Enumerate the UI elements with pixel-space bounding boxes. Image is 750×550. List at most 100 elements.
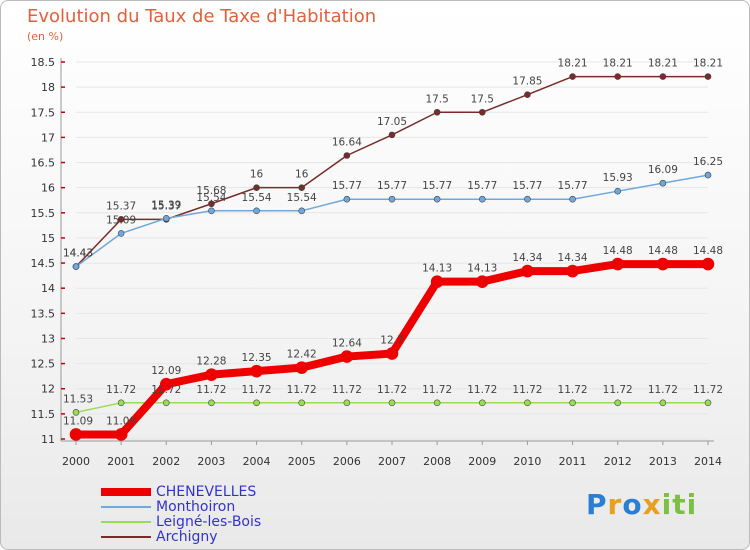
data-point <box>205 368 218 381</box>
data-point <box>433 399 441 407</box>
line-chart: 11 11.5 12 12.5 13 13.5 14 14.5 15 15.5 16 16.5 17 17… <box>31 56 724 468</box>
data-label: 15.93 <box>603 172 633 184</box>
data-point <box>253 399 260 407</box>
data-point <box>478 399 486 407</box>
data-label: 15.77 <box>332 180 362 192</box>
data-label: 15.54 <box>242 192 272 204</box>
x-tick-label: 2011 <box>559 455 587 468</box>
data-label: 12.09 <box>151 365 181 377</box>
data-label: 15.77 <box>558 180 588 192</box>
data-point <box>569 399 576 407</box>
data-point <box>208 399 215 407</box>
data-point <box>388 195 396 203</box>
data-label: 17.85 <box>512 76 542 88</box>
y-tick-label: 16.5 <box>31 157 56 170</box>
x-tick-label: 2007 <box>378 455 406 468</box>
data-label: 15.37 <box>151 200 181 212</box>
data-label: 16.09 <box>648 164 678 176</box>
data-point <box>388 399 396 407</box>
data-label: 12.64 <box>332 338 362 350</box>
x-tick-label: 2010 <box>513 455 541 468</box>
logo-letter: t <box>672 488 687 521</box>
proxiti-logo: Proxiti <box>586 488 697 521</box>
data-label: 14.13 <box>467 263 497 275</box>
data-label: 11.72 <box>196 384 226 396</box>
data-label: 15.39 <box>151 199 181 211</box>
y-tick-label: 11.5 <box>31 408 56 421</box>
data-point <box>524 91 531 98</box>
y-tick-label: 11 <box>41 433 55 446</box>
data-label: 11.09 <box>63 415 93 427</box>
data-point <box>566 264 579 278</box>
legend-swatch <box>101 521 151 523</box>
data-label: 14.48 <box>648 245 678 257</box>
data-label: 11.72 <box>512 384 542 396</box>
x-tick-label: 2002 <box>152 455 180 468</box>
data-label: 11.72 <box>648 384 678 396</box>
data-label: 16.64 <box>332 136 362 148</box>
x-tick-label: 2000 <box>62 455 90 468</box>
data-label: 15.54 <box>196 192 226 204</box>
data-label: 18.21 <box>558 58 588 70</box>
data-point <box>614 187 622 195</box>
data-point <box>298 184 306 191</box>
data-point <box>298 207 306 215</box>
data-point <box>475 275 489 288</box>
data-point <box>253 207 260 215</box>
data-point <box>704 399 712 407</box>
y-tick-label: 17 <box>41 131 55 144</box>
data-label: 15.77 <box>377 180 407 192</box>
data-point <box>478 195 486 203</box>
data-point <box>114 428 128 441</box>
y-tick-label: 18 <box>41 81 55 94</box>
y-tick-label: 13.5 <box>31 307 56 320</box>
data-point <box>253 184 260 191</box>
data-point <box>343 195 351 203</box>
y-tick-label: 15.5 <box>31 207 56 220</box>
data-label: 11.72 <box>558 384 588 396</box>
data-point <box>524 195 531 203</box>
data-label: 11.72 <box>242 384 272 396</box>
data-point <box>298 399 306 407</box>
legend-label: Monthoiron <box>156 499 236 515</box>
data-point <box>250 364 263 378</box>
x-tick-label: 2003 <box>197 455 225 468</box>
legend-swatch <box>101 488 151 496</box>
data-label: 12.28 <box>196 356 226 368</box>
y-tick-label: 17.5 <box>31 106 56 119</box>
data-label: 16 <box>295 169 309 181</box>
data-point <box>295 361 309 374</box>
legend-label: Archigny <box>156 529 218 545</box>
data-point <box>208 207 215 215</box>
data-label: 16.25 <box>693 156 723 168</box>
data-point <box>524 399 531 407</box>
data-label: 11.72 <box>151 384 181 396</box>
data-point <box>659 399 667 407</box>
y-tick-label: 18.5 <box>31 56 56 69</box>
x-tick-label: 2014 <box>694 455 722 468</box>
data-label: 11.72 <box>332 384 362 396</box>
y-tick-label: 13 <box>41 332 55 345</box>
logo-letter: r <box>607 488 623 521</box>
data-point <box>430 275 444 288</box>
data-point <box>614 399 622 407</box>
data-point <box>72 263 80 270</box>
data-point <box>117 399 125 407</box>
data-point <box>701 257 715 271</box>
y-tick-label: 16 <box>41 182 55 195</box>
data-point <box>385 347 399 360</box>
data-point <box>659 73 667 80</box>
data-label: 18.21 <box>648 58 678 70</box>
legend-label: CHENEVELLES <box>156 484 257 500</box>
data-label: 14.13 <box>422 263 452 275</box>
data-point <box>208 200 215 208</box>
data-point <box>569 73 576 80</box>
data-label: 17.5 <box>425 93 448 105</box>
x-tick-label: 2013 <box>649 455 677 468</box>
data-label: 14.43 <box>63 248 93 260</box>
data-point <box>521 264 534 278</box>
data-label: 15.54 <box>287 192 317 204</box>
data-label: 11.72 <box>603 384 633 396</box>
logo-letter: i <box>686 488 698 521</box>
